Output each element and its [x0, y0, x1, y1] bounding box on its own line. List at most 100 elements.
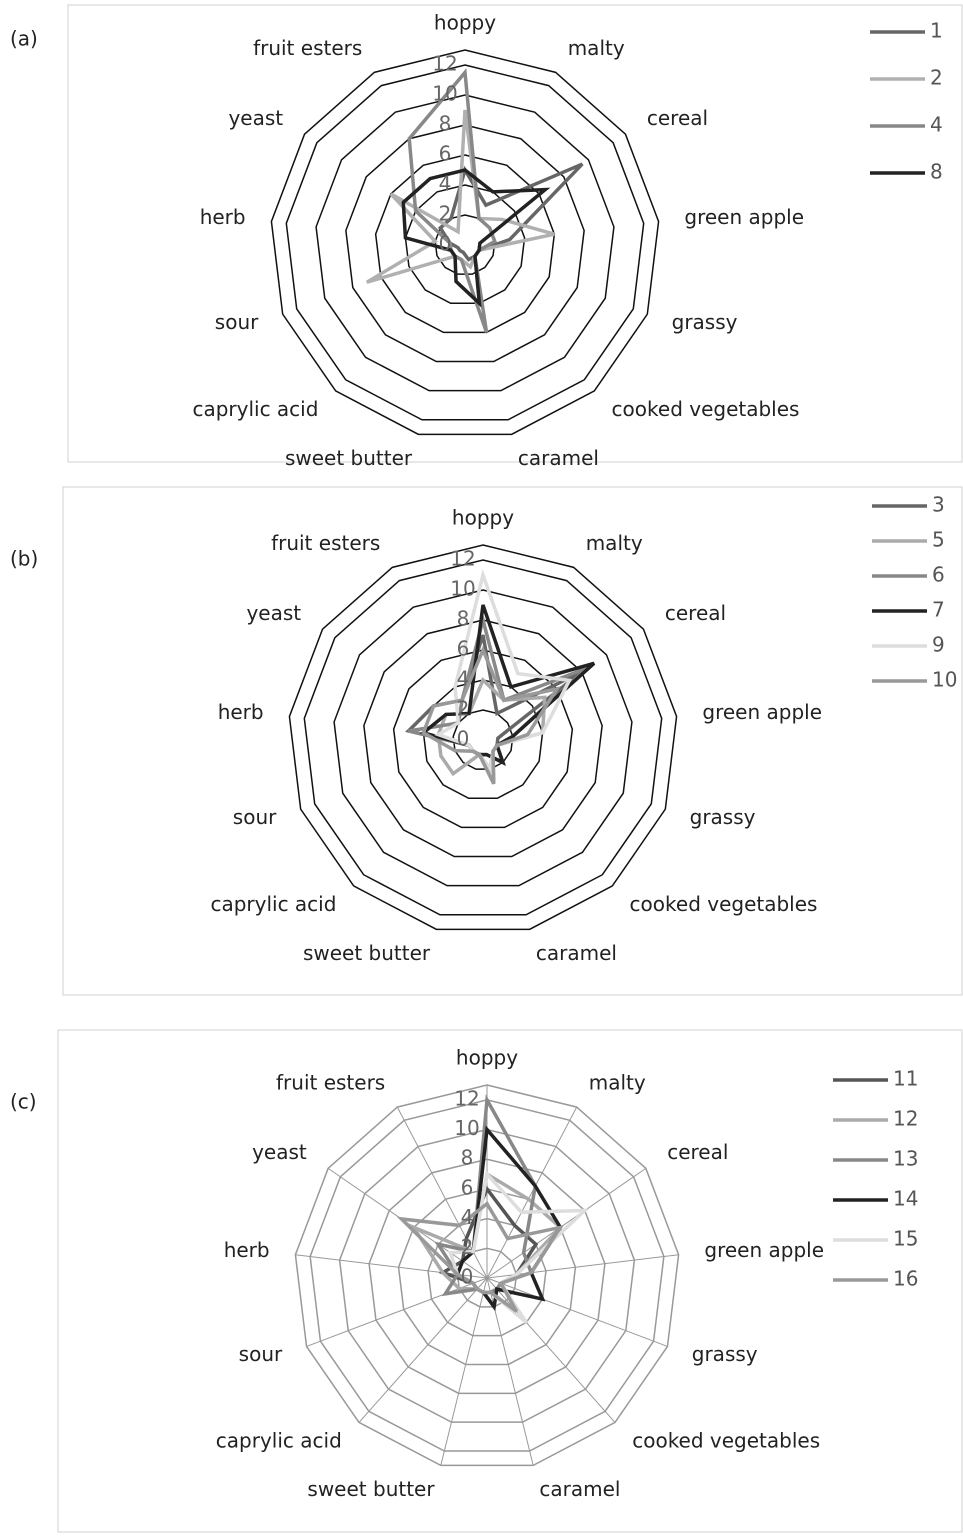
series-line	[407, 68, 497, 333]
panel-frame	[57, 1029, 963, 1533]
legend-label: 12	[893, 1107, 918, 1131]
axis-label: sour	[239, 1342, 283, 1366]
r-tick-label: 0	[439, 232, 452, 256]
axis-label: fruit esters	[271, 531, 380, 555]
axis-label: cooked vegetables	[632, 1428, 820, 1452]
r-tick-label: 4	[461, 1205, 474, 1229]
axis-label: caprylic acid	[192, 397, 318, 421]
r-tick-label: 2	[457, 697, 470, 721]
series-line	[438, 162, 584, 262]
spoke	[486, 1277, 616, 1423]
r-tick-label: 0	[457, 727, 470, 751]
grid-ring	[338, 1128, 636, 1423]
r-tick-label: 6	[439, 142, 452, 166]
axis-label: grassy	[692, 1342, 758, 1366]
grid-ring	[333, 589, 633, 887]
grid-ring	[345, 124, 585, 363]
panel-label: (b)	[10, 547, 38, 571]
grid-ring	[374, 154, 556, 334]
series-line	[365, 109, 555, 284]
r-tick-label: 6	[461, 1175, 474, 1199]
legend-label: 2	[930, 66, 943, 90]
legend-label: 3	[932, 493, 945, 517]
legend-label: 10	[932, 668, 957, 692]
spoke	[306, 1277, 488, 1347]
r-tick-label: 10	[454, 1116, 479, 1140]
grid-ring	[368, 1158, 606, 1395]
legend-label: 9	[932, 633, 945, 657]
axis-label: malty	[586, 531, 643, 555]
axis-label: malty	[568, 36, 625, 60]
r-tick-label: 12	[454, 1086, 479, 1110]
legend-label: 15	[893, 1227, 918, 1251]
legend-label: 1	[930, 19, 943, 43]
r-tick-label: 10	[450, 577, 475, 601]
series-line	[421, 645, 561, 785]
grid-ring	[397, 1188, 577, 1366]
grid-ring	[363, 619, 603, 858]
axis-label: cereal	[667, 1140, 728, 1164]
grid-ring	[309, 1099, 665, 1452]
axis-label: sweet butter	[307, 1477, 435, 1501]
spoke	[486, 1106, 578, 1279]
panel-label: (c)	[10, 1090, 37, 1114]
r-tick-label: 8	[461, 1146, 474, 1170]
r-tick-label: 4	[457, 667, 470, 691]
legend-label: 8	[930, 160, 943, 184]
r-tick-label: 10	[432, 82, 457, 106]
legend-label: 6	[932, 563, 945, 587]
spoke	[486, 1277, 668, 1347]
axis-label: green apple	[702, 700, 822, 724]
axis-label: cooked vegetables	[630, 892, 818, 916]
grid-ring	[285, 64, 645, 421]
axis-label: sweet butter	[285, 446, 413, 470]
axis-label: cooked vegetables	[612, 397, 800, 421]
grid-ring	[427, 1217, 547, 1337]
series-line	[419, 604, 596, 766]
outer-ring	[288, 544, 678, 931]
axis-label: cereal	[665, 601, 726, 625]
axis-label: herb	[200, 205, 246, 229]
panel-frame	[67, 4, 963, 463]
axis-label: hoppy	[452, 506, 514, 530]
legend-label: 13	[893, 1147, 918, 1171]
spoke	[440, 1277, 488, 1466]
axis-label: yeast	[246, 601, 301, 625]
r-tick-label: 2	[439, 202, 452, 226]
axis-label: yeast	[228, 106, 283, 130]
axis-label: herb	[224, 1238, 270, 1262]
spoke	[486, 1167, 647, 1279]
panel-label: (a)	[10, 27, 38, 51]
legend-label: 5	[932, 528, 945, 552]
r-tick-label: 2	[461, 1235, 474, 1259]
series-line	[396, 1201, 565, 1313]
r-tick-label: 4	[439, 172, 452, 196]
axis-label: fruit esters	[253, 36, 362, 60]
axis-label: green apple	[684, 205, 804, 229]
axis-label: hoppy	[434, 11, 496, 35]
axis-label: grassy	[690, 805, 756, 829]
axis-label: yeast	[252, 1140, 307, 1164]
r-tick-label: 12	[450, 547, 475, 571]
outer-ring	[270, 49, 660, 436]
axis-label: sour	[215, 310, 259, 334]
legend-label: 16	[893, 1267, 918, 1291]
axis-label: sweet butter	[303, 941, 431, 965]
legend-label: 7	[932, 598, 945, 622]
grid-ring	[315, 94, 615, 392]
grid-ring	[303, 559, 663, 916]
axis-label: sour	[233, 805, 277, 829]
legend-label: 14	[893, 1187, 918, 1211]
axis-label: fruit esters	[276, 1071, 385, 1095]
axis-label: grassy	[672, 310, 738, 334]
axis-label: caramel	[518, 446, 599, 470]
axis-label: hoppy	[456, 1046, 518, 1070]
axis-label: herb	[218, 700, 264, 724]
r-tick-label: 12	[432, 52, 457, 76]
axis-label: caprylic acid	[210, 892, 336, 916]
axis-label: caprylic acid	[216, 1428, 342, 1452]
axis-label: malty	[589, 1071, 646, 1095]
r-tick-label: 8	[457, 607, 470, 631]
axis-label: caramel	[539, 1477, 620, 1501]
